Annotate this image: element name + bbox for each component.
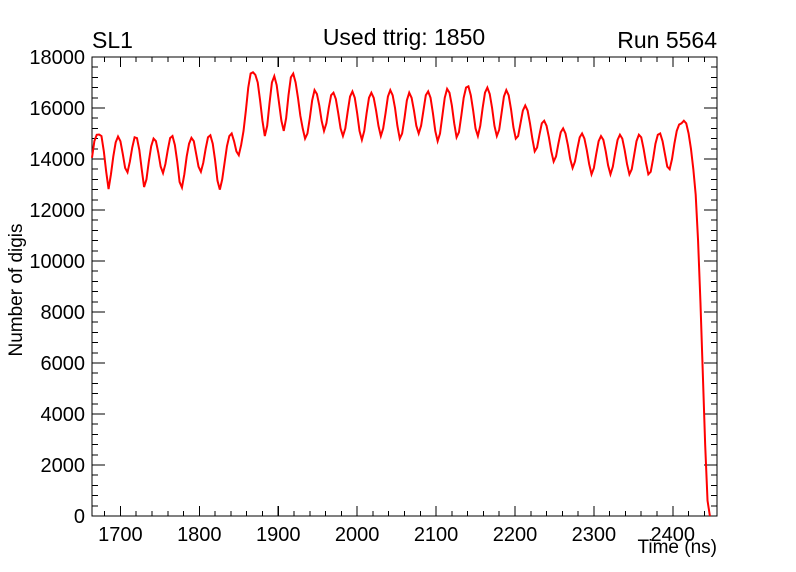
y-tick-label: 0 xyxy=(74,506,85,528)
run-label: Run 5564 xyxy=(617,27,717,53)
plot-title: Used ttrig: 1850 xyxy=(323,24,485,50)
x-tick-label: 1800 xyxy=(177,524,222,546)
x-tick-label: 1700 xyxy=(98,524,143,546)
y-tick-label: 12000 xyxy=(29,200,85,222)
y-tick-label: 6000 xyxy=(41,353,86,375)
x-axis-title: Time (ns) xyxy=(637,537,717,558)
plot-frame xyxy=(91,56,718,517)
x-tick-label: 2100 xyxy=(414,524,459,546)
y-tick-label: 4000 xyxy=(41,404,86,426)
x-tick-label: 2300 xyxy=(572,524,617,546)
y-tick-label: 8000 xyxy=(41,302,86,324)
y-tick-label: 2000 xyxy=(41,455,86,477)
axis-major-ticks xyxy=(92,56,717,517)
y-tick-label: 14000 xyxy=(29,149,85,171)
x-tick-label: 2000 xyxy=(335,524,380,546)
data-series-line xyxy=(91,71,711,517)
y-axis-title: Number of digis xyxy=(6,223,27,356)
y-tick-label: 16000 xyxy=(29,98,85,120)
sl-label: SL1 xyxy=(92,27,133,53)
x-tick-label: 2200 xyxy=(493,524,538,546)
x-tick-label: 1900 xyxy=(256,524,301,546)
axis-minor-ticks xyxy=(92,56,717,517)
y-tick-label: 18000 xyxy=(29,47,85,69)
axis-tick-labels: 1700 1800 1900 2000 2100 2200 2300 2400 0 2000 400… xyxy=(29,47,695,546)
x-tick-label: 2400 xyxy=(651,524,696,546)
y-tick-label: 10000 xyxy=(29,251,85,273)
